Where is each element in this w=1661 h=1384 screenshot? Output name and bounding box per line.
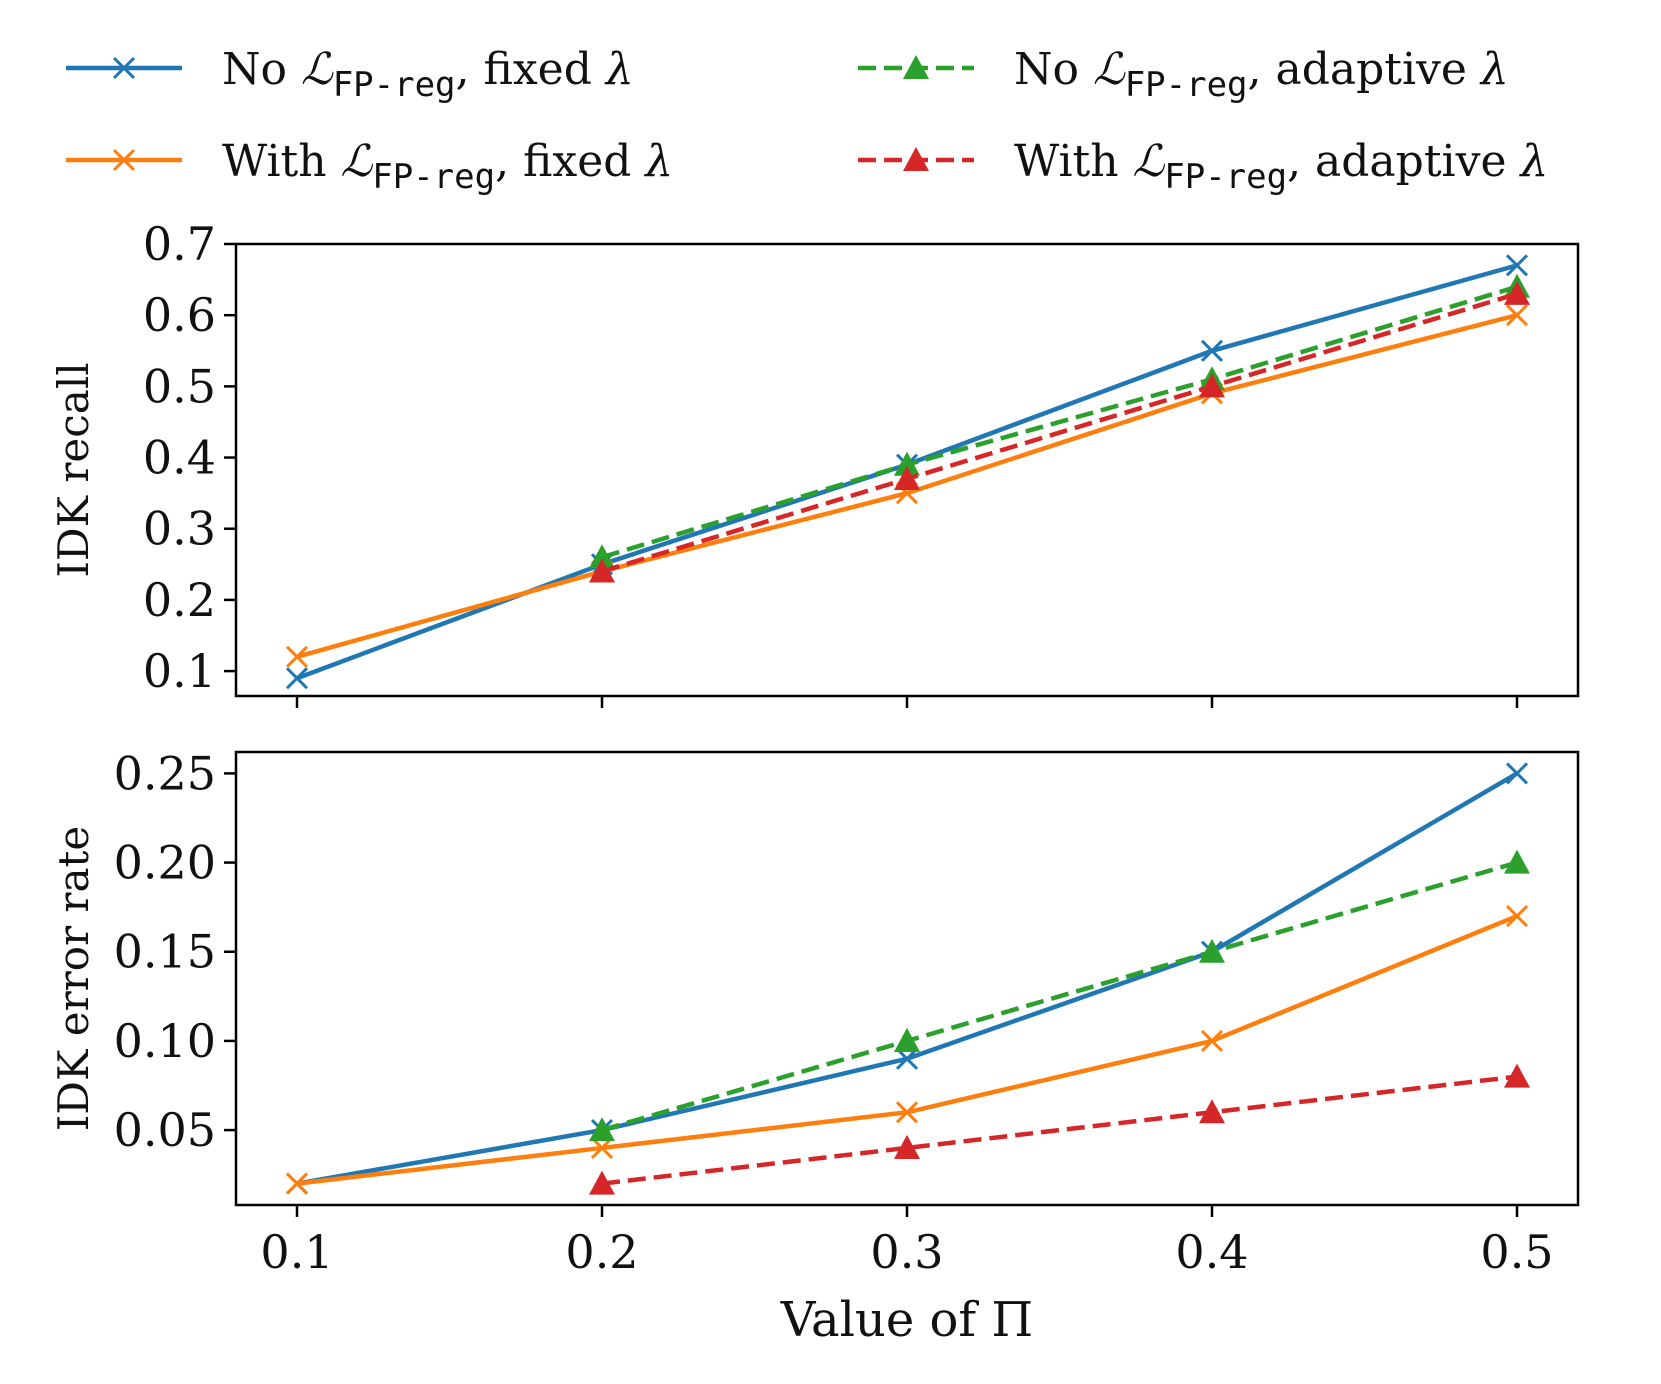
- recall-series-no-lfp-reg-fixed-point-1-stroke-b: [285, 667, 309, 690]
- legend-entry-4-label: With ℒFP-reg, adaptive λ: [1014, 136, 1548, 197]
- error-series-no-lfp-reg-adaptive-line: [601, 860, 1518, 1133]
- recall-ytick-label-0-5: 0.5: [143, 359, 216, 413]
- recall-series-with-lfp-reg-fixed-point-5: [1505, 304, 1529, 327]
- error-series-with-lfp-reg-fixed-point-2-stroke-b: [590, 1136, 614, 1159]
- recall-series-with-lfp-reg-fixed-point-1-stroke-b: [285, 645, 309, 668]
- error-series-no-lfp-reg-adaptive-point-4: [1504, 849, 1530, 874]
- recall-series-with-lfp-reg-adaptive-line: [601, 291, 1518, 574]
- legend-entry-4-marker: [903, 147, 929, 172]
- legend-entry-1-marker-stroke-b: [112, 56, 136, 80]
- error-series-no-lfp-reg-fixed-line: [296, 771, 1519, 1186]
- recall-series-no-lfp-reg-adaptive-point-2: [894, 451, 920, 476]
- recall-ytick-label-0-3: 0.3: [143, 502, 216, 556]
- recall-ylabel: IDK recall: [49, 362, 98, 577]
- recall-ytick-label-0-6: 0.6: [143, 288, 216, 342]
- error-series-no-lfp-reg-fixed-point-3: [895, 1047, 919, 1070]
- xtick-label-1: 0.1: [260, 1225, 333, 1279]
- legend-entry-2-label: No ℒFP-reg, adaptive λ: [1014, 44, 1509, 105]
- error-series-no-lfp-reg-adaptive-point-3: [1199, 938, 1225, 963]
- recall-series-with-lfp-reg-adaptive-point-2: [894, 465, 920, 490]
- legend-entry-3: With ℒFP-reg, fixed λ: [66, 136, 673, 197]
- error-series-with-lfp-reg-fixed-point-4-stroke-b: [1200, 1029, 1224, 1052]
- error-ytick-label-0-05: 0.05: [114, 1103, 216, 1157]
- recall-series-no-lfp-reg-adaptive-line: [601, 284, 1518, 560]
- recall-series-no-lfp-reg-fixed-point-5-stroke-b: [1505, 254, 1529, 277]
- xtick-label-3: 0.3: [870, 1225, 943, 1279]
- recall-ytick-label-0-7: 0.7: [143, 217, 216, 271]
- error-series-with-lfp-reg-adaptive: [589, 1063, 1530, 1195]
- error-series-with-lfp-reg-adaptive-point-1: [589, 1170, 615, 1195]
- legend: No ℒFP-reg, fixed λ No ℒFP-reg, adaptive …: [66, 44, 1548, 197]
- recall-ytick-label-0-2: 0.2: [143, 573, 216, 627]
- legend-entry-3-label: With ℒFP-reg, fixed λ: [222, 136, 673, 197]
- error-series-with-lfp-reg-fixed-point-3: [895, 1101, 919, 1124]
- xtick-label-2: 0.2: [565, 1225, 638, 1279]
- xtick-label-4: 0.4: [1175, 1225, 1248, 1279]
- legend-entry-2: No ℒFP-reg, adaptive λ: [858, 44, 1509, 105]
- error-series-with-lfp-reg-fixed: [285, 905, 1529, 1195]
- recall-series-no-lfp-reg-fixed-point-1: [285, 667, 309, 690]
- error-series-no-lfp-reg-adaptive: [589, 849, 1530, 1142]
- error-series-with-lfp-reg-adaptive-line: [601, 1074, 1518, 1186]
- recall-series-with-lfp-reg-fixed-point-5-stroke-b: [1505, 304, 1529, 327]
- error-series-with-lfp-reg-adaptive-point-3: [1199, 1099, 1225, 1124]
- error-series-no-lfp-reg-fixed-point-3-stroke-b: [895, 1047, 919, 1070]
- error-series-no-lfp-reg-adaptive-point-1: [589, 1117, 615, 1142]
- recall-series-with-lfp-reg-adaptive-point-1: [589, 558, 615, 583]
- recall-ytick-label-0-1: 0.1: [143, 644, 216, 698]
- xlabel: Value of Π: [780, 1292, 1034, 1348]
- legend-entry-3-marker: [112, 148, 136, 172]
- legend-entry-2-marker: [903, 55, 929, 80]
- error-series-with-lfp-reg-fixed-point-5-stroke-b: [1505, 905, 1529, 928]
- error-series-with-lfp-reg-adaptive-point-2: [894, 1134, 920, 1159]
- error-series-no-lfp-reg-fixed-point-5-stroke-b: [1505, 762, 1529, 785]
- error-ytick-label-0-20: 0.20: [114, 836, 216, 890]
- recall-series-no-lfp-reg-fixed-point-4-stroke-b: [1200, 339, 1224, 362]
- error-series-with-lfp-reg-fixed-point-1-stroke-b: [285, 1172, 309, 1195]
- recall-series-with-lfp-reg-adaptive: [589, 280, 1530, 583]
- error-series-with-lfp-reg-fixed-point-3-stroke-b: [895, 1101, 919, 1124]
- recall-series-with-lfp-reg-adaptive-point-4: [1504, 280, 1530, 305]
- legend-entry-3-marker-stroke-b: [112, 148, 136, 172]
- error-ytick-label-0-25: 0.25: [114, 746, 216, 800]
- error-series-with-lfp-reg-fixed-point-5: [1505, 905, 1529, 928]
- error-series-with-lfp-reg-fixed-point-4: [1200, 1029, 1224, 1052]
- error-series-with-lfp-reg-fixed-point-2: [590, 1136, 614, 1159]
- error-ytick-label-0-15: 0.15: [114, 925, 216, 979]
- recall-series-no-lfp-reg-fixed-point-4: [1200, 339, 1224, 362]
- error-series-no-lfp-reg-adaptive-point-2: [894, 1027, 920, 1052]
- error-series-with-lfp-reg-fixed-point-1: [285, 1172, 309, 1195]
- error-series-with-lfp-reg-adaptive-point-4: [1504, 1063, 1530, 1088]
- recall-series-no-lfp-reg-adaptive-point-1: [589, 544, 615, 569]
- recall-series-no-lfp-reg-fixed-point-5: [1505, 254, 1529, 277]
- xtick-label-5: 0.5: [1480, 1225, 1553, 1279]
- error-series-no-lfp-reg-fixed: [285, 762, 1529, 1195]
- idk-recall-panel: 0.1 0.2 0.3 0.4 0.5 0.6 0.7 IDK recall: [49, 217, 1580, 708]
- legend-entry-1-label: No ℒFP-reg, fixed λ: [222, 44, 634, 105]
- legend-entry-1: No ℒFP-reg, fixed λ: [66, 44, 634, 105]
- error-ylabel: IDK error rate: [49, 826, 98, 1132]
- legend-entry-4: With ℒFP-reg, adaptive λ: [858, 136, 1548, 197]
- recall-series-with-lfp-reg-fixed-point-1: [285, 645, 309, 668]
- error-series-no-lfp-reg-fixed-point-5: [1505, 762, 1529, 785]
- legend-entry-1-marker: [112, 56, 136, 80]
- error-ytick-label-0-10: 0.10: [114, 1014, 216, 1068]
- idk-error-rate-panel: 0.05 0.10 0.15 0.20 0.25 0.1 0.2 0.3 0.4 0.5 IDK e…: [49, 746, 1580, 1348]
- recall-ytick-label-0-4: 0.4: [143, 431, 216, 485]
- recall-series-with-lfp-reg-adaptive-point-3: [1199, 373, 1225, 398]
